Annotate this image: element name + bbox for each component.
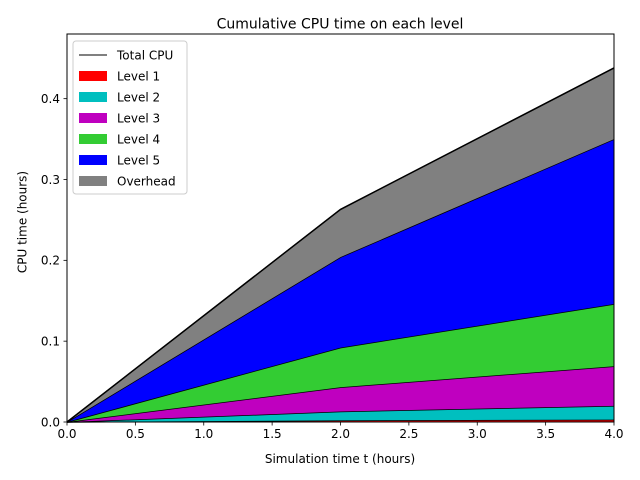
total-cpu-line-layer xyxy=(66,67,615,423)
legend-label-level-3: Level 3 xyxy=(117,111,160,125)
y-tick-label: 0.1 xyxy=(41,334,60,348)
x-tick-label: 4.0 xyxy=(604,427,623,441)
legend-label-level-2: Level 2 xyxy=(117,90,160,104)
y-tick-label: 0.3 xyxy=(41,173,60,187)
x-tick-label: 1.5 xyxy=(263,427,282,441)
legend-label-level-4: Level 4 xyxy=(117,132,160,146)
legend-swatch-overhead xyxy=(79,176,107,186)
legend-label-overhead: Overhead xyxy=(117,174,176,188)
legend-swatch-level-2 xyxy=(79,92,107,102)
x-axis-ticks: 0.0 0.5 1.0 1.5 2.0 2.5 3.0 3.5 4.0 xyxy=(57,422,624,441)
legend-swatch-level-3 xyxy=(79,113,107,123)
x-tick-label: 3.5 xyxy=(536,427,555,441)
area-level-5 xyxy=(67,139,614,423)
x-tick-label: 2.0 xyxy=(331,427,350,441)
legend-label-total-cpu: Total CPU xyxy=(116,48,173,62)
y-tick-label: 0.2 xyxy=(41,254,60,268)
y-tick-label: 0.0 xyxy=(41,415,60,429)
chart-title: Cumulative CPU time on each level xyxy=(217,17,464,33)
legend: Total CPU Level 1 Level 2 Level 3 Level 4 Lev… xyxy=(72,40,188,195)
total-cpu-line xyxy=(66,67,615,423)
area-level-4 xyxy=(67,303,614,422)
x-tick-label: 0.0 xyxy=(57,427,76,441)
legend-swatch-level-4 xyxy=(79,134,107,144)
area-overhead xyxy=(67,67,614,422)
x-tick-label: 2.5 xyxy=(399,427,418,441)
x-tick-label: 3.0 xyxy=(468,427,487,441)
legend-swatch-level-5 xyxy=(79,155,107,165)
y-axis-label: CPU time (hours) xyxy=(16,171,30,273)
legend-swatch-level-1 xyxy=(79,71,107,81)
y-tick-label: 0.4 xyxy=(41,92,60,106)
x-tick-label: 0.5 xyxy=(126,427,145,441)
x-axis-label: Simulation time t (hours) xyxy=(265,452,415,466)
x-tick-label: 1.0 xyxy=(194,427,213,441)
legend-label-level-1: Level 1 xyxy=(117,69,160,83)
legend-label-level-5: Level 5 xyxy=(117,153,160,167)
area-level-3 xyxy=(67,366,614,422)
y-axis-ticks: 0.0 0.1 0.2 0.3 0.4 xyxy=(41,92,67,429)
area-level-2 xyxy=(67,405,614,422)
